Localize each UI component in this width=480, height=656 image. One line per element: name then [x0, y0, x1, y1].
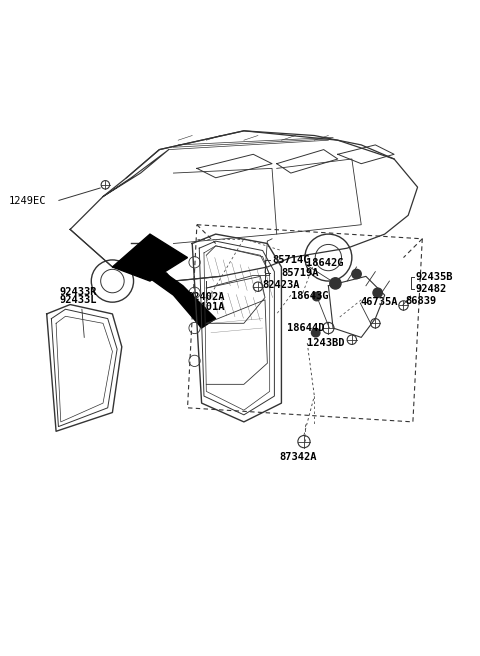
Text: 82423A: 82423A — [263, 280, 300, 290]
Text: 92433L: 92433L — [60, 295, 97, 304]
Text: 92435B: 92435B — [415, 272, 453, 282]
Text: 46735A: 46735A — [360, 297, 398, 307]
Circle shape — [373, 288, 383, 297]
Text: 1243BD: 1243BD — [307, 338, 345, 348]
Circle shape — [352, 270, 361, 279]
Polygon shape — [141, 262, 216, 328]
Text: 92433R: 92433R — [60, 287, 97, 297]
Text: 92482: 92482 — [415, 284, 446, 294]
Text: 85714C: 85714C — [272, 255, 310, 265]
Text: 92402A: 92402A — [188, 292, 225, 302]
Text: 18644D: 18644D — [287, 323, 324, 333]
Text: 18642G: 18642G — [306, 258, 343, 268]
Polygon shape — [112, 234, 188, 281]
Circle shape — [312, 293, 321, 300]
Text: 92401A: 92401A — [188, 302, 225, 312]
Text: 85719A: 85719A — [281, 268, 319, 277]
Text: 86839: 86839 — [405, 297, 436, 306]
Text: 1249EC: 1249EC — [9, 196, 47, 206]
Circle shape — [330, 277, 341, 289]
Text: 18643G: 18643G — [291, 291, 328, 301]
Text: 87342A: 87342A — [279, 453, 317, 462]
Circle shape — [312, 329, 320, 337]
